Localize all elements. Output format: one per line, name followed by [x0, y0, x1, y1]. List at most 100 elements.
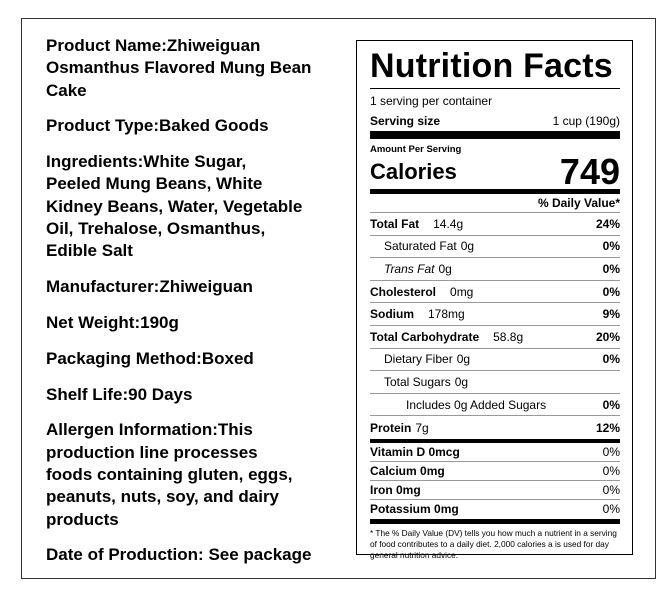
nutrient-name: Saturated Fat [384, 239, 457, 254]
info-line: Ingredients:White Sugar, [46, 152, 247, 172]
nutrient-amount: 7g [415, 420, 429, 435]
dv-header-text: % Daily Value* [537, 196, 620, 210]
info-item: Allergen Information:This production line… [46, 419, 346, 530]
nutrient-dv: 0% [602, 239, 620, 254]
vitamin-name: Potassium 0mg [370, 502, 459, 517]
nutrient-amount: 58.8g [493, 329, 524, 344]
nutrient-dv: 9% [602, 307, 620, 322]
nutrient-amount: 0mg [450, 284, 474, 299]
vitamin-row: Iron 0mg 0% [370, 481, 620, 500]
info-line: Edible Salt [46, 241, 133, 261]
nutrient-row: Total Carbohydrate 58.8g 20% [370, 326, 620, 349]
nutrient-dv: 20% [595, 329, 620, 344]
nutrient-row: Dietary Fiber 0g 0% [370, 349, 620, 372]
medium-bar [370, 518, 620, 524]
footnote: * The % Daily Value (DV) tells you how m… [370, 527, 617, 560]
vitamin-name: Iron 0mg [370, 482, 421, 497]
nutrient-left: Sodium 178mg [370, 307, 465, 321]
nutrient-left: Includes 0g Added Sugars [370, 398, 546, 412]
info-item: Product Name:Zhiweiguan Osmanthus Flavore… [46, 35, 346, 102]
info-line: Peeled Mung Beans, White [46, 174, 263, 194]
nutrient-left: Dietary Fiber 0g [370, 352, 470, 366]
info-line: Packaging Method:Boxed [46, 348, 254, 368]
vitamin-row: Calcium 0mg 0% [370, 462, 620, 481]
nutrient-row: Sodium 178mg 9% [370, 303, 620, 326]
nutrient-amount: 0g [438, 261, 452, 276]
serving-size-row: Serving size 1 cup (190g) [370, 111, 620, 131]
nutrient-amount: 0g [456, 352, 471, 367]
nutrient-left: Cholesterol 0mg [370, 285, 473, 299]
nutrient-row: Total Sugars 0g [370, 371, 620, 394]
info-line: Date of Production: See package [46, 545, 312, 565]
vitamin-name: Calcium 0mg [370, 463, 445, 478]
nutrient-row: Saturated Fat 0g 0% [370, 236, 620, 259]
vitamin-name: Vitamin D 0mcg [370, 444, 460, 459]
info-line: products [46, 509, 119, 529]
info-line: Manufacturer:Zhiweiguan [46, 277, 253, 297]
nutrient-row: Trans Fat 0g 0% [370, 258, 620, 281]
serving-size: 1 cup (190g) [552, 114, 620, 128]
nutrient-dv: 24% [595, 216, 620, 231]
info-item: Ingredients:White Sugar, Peeled Mung Bean… [46, 151, 346, 262]
vitamin-row: Vitamin D 0mcg 0% [370, 443, 620, 462]
serving-size-label: Serving size [370, 114, 441, 128]
nutrient-left: Trans Fat 0g [370, 262, 452, 276]
info-line: peanuts, nuts, soy, and dairy [46, 487, 280, 507]
info-line: Shelf Life:90 Days [46, 384, 193, 404]
nutrient-dv: 0% [602, 352, 620, 367]
nutrient-dv: 0% [602, 261, 620, 276]
nutrient-left: Total Sugars 0g [370, 375, 468, 389]
nutrient-left: Saturated Fat 0g [370, 239, 474, 253]
calories-row: Calories 749 [370, 151, 620, 192]
product-info: Product Name:Zhiweiguan Osmanthus Flavore… [46, 35, 346, 580]
nutrient-name: Cholesterol [370, 284, 437, 299]
nutrient-amount: 14.4g [433, 216, 464, 231]
nutrient-name: Total Fat [370, 216, 420, 231]
nutrient-name: Total Sugars [384, 374, 451, 389]
nutrient-name: Dietary Fiber [384, 352, 453, 367]
info-line: Osmanthus Flavored Mung Bean [46, 58, 312, 78]
nutrition-label: Nutrition Facts 1 serving per container Se… [356, 40, 633, 560]
nutrient-name: Includes 0g Added Sugars [406, 397, 547, 412]
info-line: Net Weight:190g [46, 312, 179, 332]
info-line: Product Name:Zhiweiguan [46, 36, 261, 55]
nutrient-left: Total Fat 14.4g [370, 217, 463, 231]
dv-header: % Daily Value* [370, 194, 620, 213]
nutrient-amount: 0g [460, 239, 475, 254]
nutrient-left: Protein 7g [370, 421, 429, 435]
vitamin-dv: 0% [602, 502, 620, 517]
nutrient-row: Total Fat 14.4g 24% [370, 213, 620, 236]
nutrient-name: Trans Fat [384, 261, 435, 276]
nutrient-dv: 12% [595, 420, 620, 435]
nutrient-row: Protein 7g 12% [370, 416, 620, 439]
vitamin-row: Potassium 0mg 0% [370, 500, 620, 519]
nutrient-name: Sodium [370, 307, 414, 322]
info-item: Packaging Method:Boxed [46, 348, 346, 370]
info-item: Net Weight:190g [46, 312, 346, 334]
servings: 1 serving per container [370, 94, 493, 108]
vitamin-dv: 0% [602, 444, 620, 459]
nutrient-amount: 178mg [428, 307, 465, 322]
vitamin-dv: 0% [602, 463, 620, 478]
nutrient-dv: 0% [602, 284, 620, 299]
nutrient-name: Protein [370, 420, 412, 435]
info-line: Oil, Trehalose, Osmanthus, [46, 219, 266, 239]
nutrient-dv: 0% [602, 397, 620, 412]
info-line: Kidney Beans, Water, Vegetable [46, 196, 303, 216]
vitamin-dv: 0% [602, 482, 620, 497]
calories: 749 [559, 151, 620, 192]
info-item: Product Type:Baked Goods [46, 115, 346, 137]
thick-bar [370, 131, 620, 139]
info-line: Cake [46, 80, 87, 100]
info-item: Manufacturer:Zhiweiguan [46, 276, 346, 298]
calories-label: Calories [370, 159, 457, 184]
info-item: Date of Production: See package [46, 544, 346, 566]
nutrient-amount: 0g [454, 374, 469, 389]
frame [21, 18, 656, 579]
nutrient-left: Total Carbohydrate 58.8g [370, 330, 523, 344]
nutrient-name: Total Carbohydrate [370, 329, 480, 344]
amount-per-serving: Amount Per Serving [370, 143, 462, 155]
info-item: Shelf Life:90 Days [46, 384, 346, 406]
info-line: production line processes [46, 442, 258, 462]
